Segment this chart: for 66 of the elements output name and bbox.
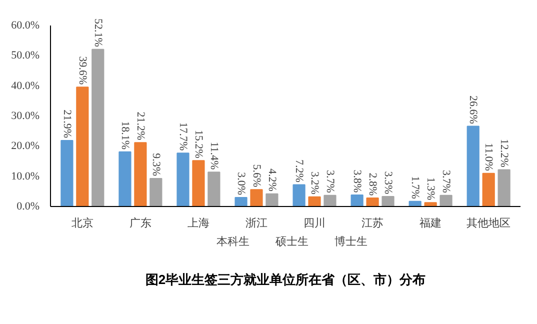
bar xyxy=(382,196,394,206)
data-label: 21.9% xyxy=(60,110,73,138)
data-label: 12.2% xyxy=(498,138,510,168)
data-label: 21.2% xyxy=(134,112,146,140)
data-label: 52.1% xyxy=(92,18,104,47)
data-label: 1.3% xyxy=(424,177,437,200)
data-label: 39.6% xyxy=(76,56,88,85)
bar xyxy=(292,184,306,206)
y-tick-label: 10.0% xyxy=(11,170,40,182)
bar xyxy=(176,152,190,206)
bar xyxy=(118,151,132,206)
bar xyxy=(250,189,263,206)
data-label: 5.6% xyxy=(250,164,262,188)
y-tick-label: 60.0% xyxy=(11,20,40,32)
data-label: 3.7% xyxy=(324,170,336,193)
y-tick-label: 0.0% xyxy=(16,200,40,212)
bar xyxy=(150,178,162,206)
data-label: 7.2% xyxy=(293,159,306,182)
data-label: 1.7% xyxy=(409,176,422,199)
text: 博士生 xyxy=(334,235,368,249)
bar xyxy=(92,48,104,206)
x-tick-label: 福建 xyxy=(420,216,442,230)
y-tick-label: 20.0% xyxy=(11,140,40,152)
text: 硕士生 xyxy=(276,235,308,249)
data-label: 17.7% xyxy=(176,122,189,151)
bar xyxy=(482,172,495,206)
data-label: 15.2% xyxy=(192,130,204,158)
y-tick-label: 50.0% xyxy=(11,50,40,62)
bar xyxy=(466,126,480,206)
bar xyxy=(134,142,147,206)
x-tick-label: 江苏 xyxy=(362,216,384,230)
bar xyxy=(192,160,205,206)
data-label: 3.7% xyxy=(440,170,452,193)
bar xyxy=(76,86,89,206)
x-tick-label: 上海 xyxy=(187,216,210,230)
data-label: 11.0% xyxy=(482,142,495,171)
data-label: 11.4% xyxy=(208,142,220,170)
bar xyxy=(208,172,220,206)
data-label: 4.2% xyxy=(266,168,278,192)
y-tick-label: 30.0% xyxy=(11,110,40,122)
data-label: 3.0% xyxy=(235,172,248,196)
data-label: 26.6% xyxy=(467,95,480,124)
data-label: 3.8% xyxy=(351,170,364,193)
data-label: 9.3% xyxy=(150,153,162,176)
text: 本科生 xyxy=(216,235,250,249)
bar xyxy=(350,194,364,206)
bar xyxy=(366,198,379,206)
bar xyxy=(498,169,510,206)
bar xyxy=(60,140,74,206)
bar xyxy=(440,194,452,206)
x-tick-label: 其他地区 xyxy=(466,216,511,230)
data-label: 2.8% xyxy=(366,172,379,196)
data-label: 3.3% xyxy=(382,171,394,194)
y-tick-label: 40.0% xyxy=(11,80,40,92)
x-tick-label: 四川 xyxy=(304,216,326,230)
bar xyxy=(308,196,321,206)
bar xyxy=(424,202,437,206)
data-label: 3.2% xyxy=(308,172,321,194)
x-tick-label: 广东 xyxy=(129,216,152,230)
bar xyxy=(234,196,248,206)
x-tick-label: 北京 xyxy=(71,216,94,230)
data-label: 18.1% xyxy=(118,121,131,150)
text: 图2毕业生签三方就业单位所在省（区、市）分布 xyxy=(145,272,426,288)
bar xyxy=(324,194,336,206)
bar xyxy=(266,193,278,206)
x-tick-label: 浙江 xyxy=(245,216,268,230)
